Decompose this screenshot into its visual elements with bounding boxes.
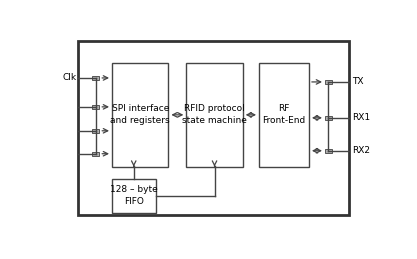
Bar [186,63,243,167]
Text: RFID protocol
state machine: RFID protocol state machine [182,104,247,125]
Bar [325,149,332,153]
Bar [92,129,99,133]
Bar [92,105,99,109]
Bar [92,76,99,80]
Text: RX1: RX1 [352,113,370,122]
Bar [259,63,309,167]
Bar [325,116,332,120]
Bar [78,41,349,214]
Text: RX2: RX2 [352,146,370,155]
Text: RF
Front-End: RF Front-End [262,104,306,125]
Bar [112,179,156,213]
Bar [112,63,168,167]
Bar [325,80,332,84]
Bar [92,152,99,156]
Text: TX: TX [352,77,364,87]
Text: Clk: Clk [62,74,76,82]
Text: SPI interface
and registers: SPI interface and registers [111,104,170,125]
Text: 128 – byte
FIFO: 128 – byte FIFO [110,185,158,206]
